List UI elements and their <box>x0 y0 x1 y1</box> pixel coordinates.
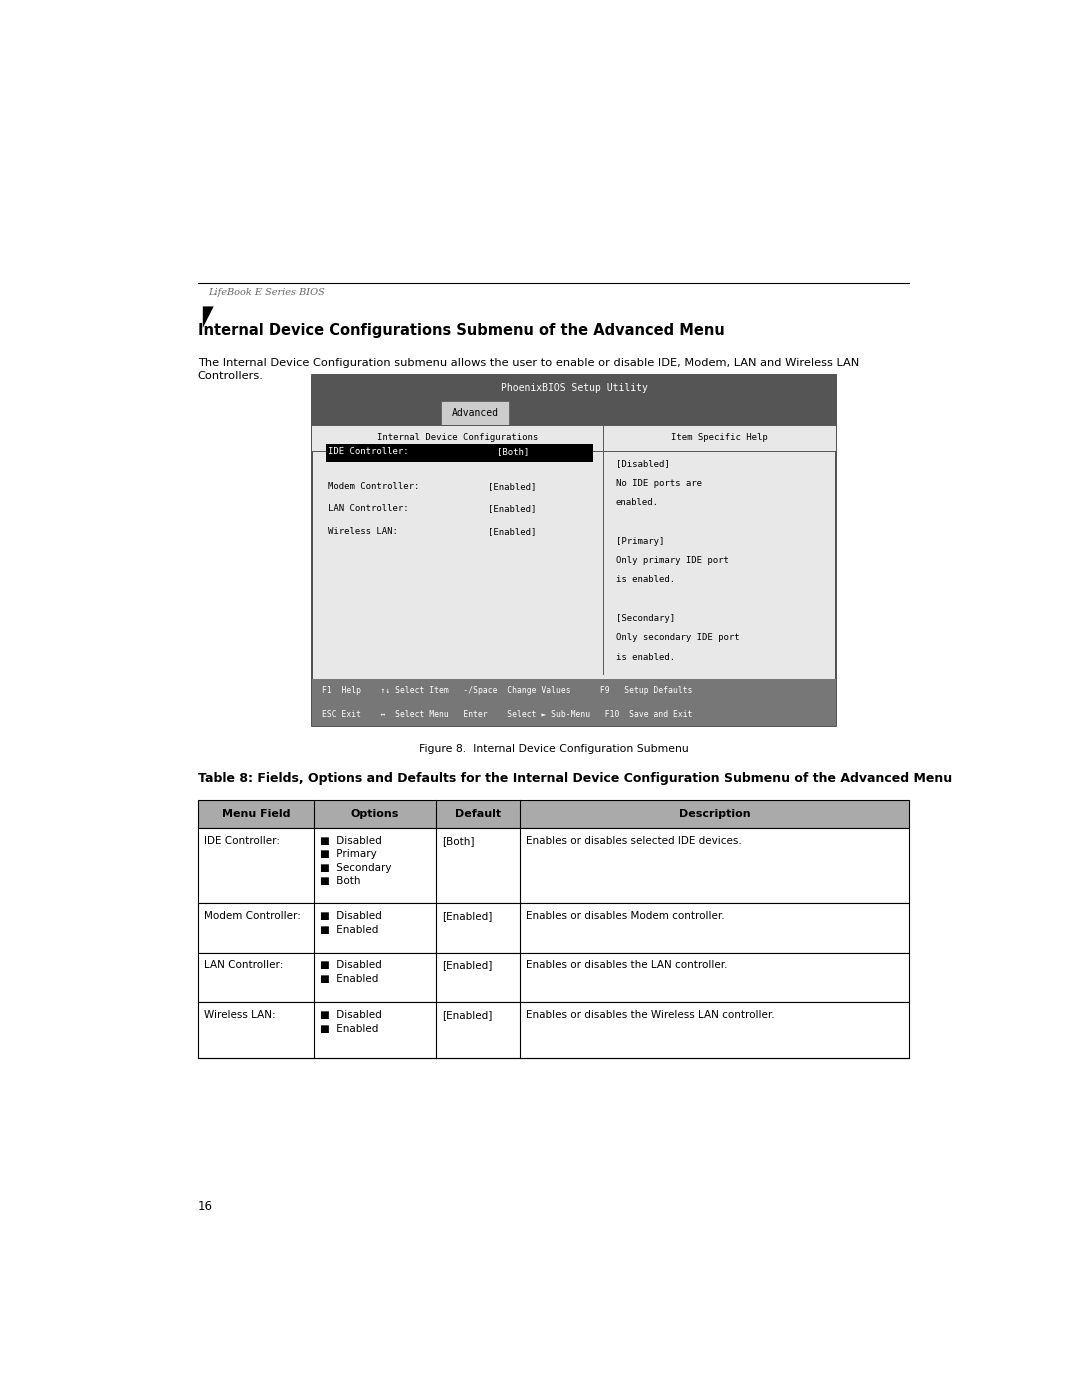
Text: 16: 16 <box>198 1200 213 1213</box>
Text: LAN Controller:: LAN Controller: <box>327 504 408 513</box>
Text: Description: Description <box>679 809 751 819</box>
Text: PhoenixBIOS Setup Utility: PhoenixBIOS Setup Utility <box>501 383 648 393</box>
Text: Table 8: Fields, Options and Defaults for the Internal Device Configuration Subm: Table 8: Fields, Options and Defaults fo… <box>198 773 951 785</box>
Text: [Secondary]: [Secondary] <box>616 615 675 623</box>
Text: [Enabled]: [Enabled] <box>442 960 492 971</box>
Text: ■  Disabled
■  Enabled: ■ Disabled ■ Enabled <box>320 960 381 983</box>
Bar <box>312 401 836 425</box>
Text: [Both]: [Both] <box>442 835 474 845</box>
Text: ■  Disabled
■  Primary
■  Secondary
■  Both: ■ Disabled ■ Primary ■ Secondary ■ Both <box>320 835 391 887</box>
Text: Only primary IDE port: Only primary IDE port <box>616 556 729 564</box>
Text: Enables or disables the Wireless LAN controller.: Enables or disables the Wireless LAN con… <box>526 1010 774 1020</box>
Text: [Primary]: [Primary] <box>616 536 664 546</box>
Text: Advanced: Advanced <box>451 408 499 418</box>
Text: Enables or disables the LAN controller.: Enables or disables the LAN controller. <box>526 960 728 971</box>
Text: Item Specific Help: Item Specific Help <box>672 433 768 441</box>
Text: Default: Default <box>455 809 501 819</box>
Text: [Both]: [Both] <box>497 447 529 457</box>
Text: ■  Disabled
■  Enabled: ■ Disabled ■ Enabled <box>320 1010 381 1034</box>
Text: Enables or disables Modem controller.: Enables or disables Modem controller. <box>526 911 725 921</box>
Text: LAN Controller:: LAN Controller: <box>204 960 283 971</box>
Text: [Enabled]: [Enabled] <box>488 527 537 536</box>
Bar <box>326 444 593 462</box>
Text: No IDE ports are: No IDE ports are <box>616 479 702 488</box>
Text: Modem Controller:: Modem Controller: <box>327 482 419 490</box>
Text: Figure 8.  Internal Device Configuration Submenu: Figure 8. Internal Device Configuration … <box>419 745 688 754</box>
Text: enabled.: enabled. <box>616 497 659 507</box>
Text: is enabled.: is enabled. <box>616 652 675 662</box>
Bar <box>441 401 510 425</box>
Text: Modem Controller:: Modem Controller: <box>204 911 300 921</box>
Text: IDE Controller:: IDE Controller: <box>327 447 408 457</box>
Bar <box>312 376 836 401</box>
Bar <box>198 1003 909 1059</box>
Bar <box>312 376 836 726</box>
Bar <box>312 703 836 726</box>
Text: [Enabled]: [Enabled] <box>488 482 537 490</box>
Text: [Disabled]: [Disabled] <box>616 460 670 468</box>
Bar <box>486 444 540 462</box>
Bar <box>198 800 909 828</box>
Text: LifeBook E Series BIOS: LifeBook E Series BIOS <box>207 288 325 298</box>
Text: Only secondary IDE port: Only secondary IDE port <box>616 633 740 643</box>
Text: ■  Disabled
■  Enabled: ■ Disabled ■ Enabled <box>320 911 381 935</box>
Text: The Internal Device Configuration submenu allows the user to enable or disable I: The Internal Device Configuration submen… <box>198 358 859 381</box>
Text: IDE Controller:: IDE Controller: <box>204 835 280 845</box>
Bar <box>312 425 836 451</box>
Text: [Enabled]: [Enabled] <box>442 1010 492 1020</box>
Text: Wireless LAN:: Wireless LAN: <box>327 527 397 536</box>
Bar <box>312 679 836 703</box>
Text: Options: Options <box>351 809 400 819</box>
Text: Enables or disables selected IDE devices.: Enables or disables selected IDE devices… <box>526 835 742 845</box>
Text: F1  Help    ↑↓ Select Item   -/Space  Change Values      F9   Setup Defaults: F1 Help ↑↓ Select Item -/Space Change Va… <box>323 686 693 694</box>
Bar <box>198 828 909 904</box>
Text: [Enabled]: [Enabled] <box>488 504 537 513</box>
Text: Wireless LAN:: Wireless LAN: <box>204 1010 275 1020</box>
Text: is enabled.: is enabled. <box>616 576 675 584</box>
Text: Internal Device Configurations Submenu of the Advanced Menu: Internal Device Configurations Submenu o… <box>198 323 725 338</box>
Bar <box>198 953 909 1003</box>
Polygon shape <box>203 306 214 328</box>
Text: ESC Exit    ↔  Select Menu   Enter    Select ► Sub-Menu   F10  Save and Exit: ESC Exit ↔ Select Menu Enter Select ► Su… <box>323 710 693 718</box>
Text: [Enabled]: [Enabled] <box>442 911 492 921</box>
Bar <box>198 904 909 953</box>
Text: Menu Field: Menu Field <box>221 809 291 819</box>
Text: Internal Device Configurations: Internal Device Configurations <box>377 433 539 441</box>
